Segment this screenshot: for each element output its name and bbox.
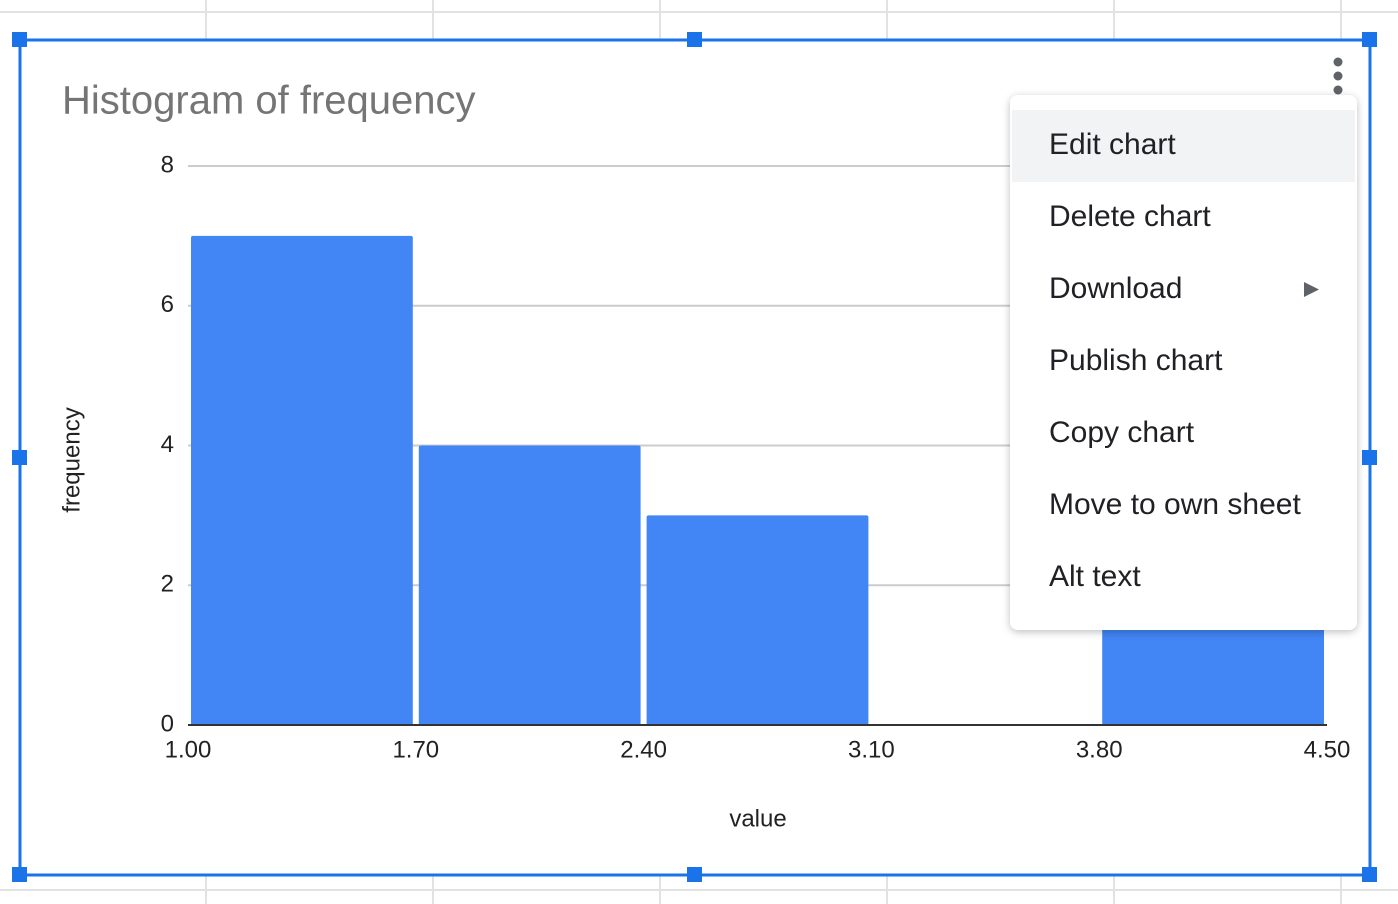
menu-panel <box>1010 95 1357 630</box>
bar <box>418 445 641 725</box>
y-tick-label: 0 <box>161 710 174 737</box>
bar <box>646 515 869 725</box>
menu-item[interactable]: Copy chart <box>1049 416 1195 449</box>
menu-item[interactable]: Alt text <box>1049 560 1141 593</box>
bar <box>191 235 413 725</box>
x-tick-label: 3.10 <box>848 736 895 763</box>
context-menu: Edit chart Delete chart Download Publish ch… <box>1010 95 1357 630</box>
menu-item[interactable]: Publish chart <box>1049 344 1223 377</box>
menu-item[interactable]: Delete chart <box>1049 200 1211 233</box>
menu-highlight <box>1012 110 1355 182</box>
y-tick-label: 6 <box>161 291 174 318</box>
menu-item[interactable]: Move to own sheet <box>1049 488 1301 521</box>
menu-item[interactable]: Edit chart <box>1049 128 1176 161</box>
x-axis-label: value <box>729 805 786 832</box>
x-tick-label: 1.00 <box>165 736 212 763</box>
menu-item[interactable]: Download <box>1049 272 1182 305</box>
x-tick-label: 1.70 <box>392 736 439 763</box>
x-tick-label: 4.50 <box>1304 736 1351 763</box>
more-button[interactable] <box>1333 57 1343 95</box>
y-axis-label: frequency <box>58 407 85 512</box>
x-tick-label: 3.80 <box>1076 736 1123 763</box>
y-tick-label: 2 <box>161 571 174 598</box>
chart-title: Histogram of frequency <box>62 79 476 123</box>
y-tick-label: 4 <box>161 431 174 458</box>
submenu-arrow <box>1304 282 1319 297</box>
x-tick-label: 2.40 <box>620 736 667 763</box>
y-tick-label: 8 <box>161 151 174 178</box>
handles <box>12 32 1377 882</box>
